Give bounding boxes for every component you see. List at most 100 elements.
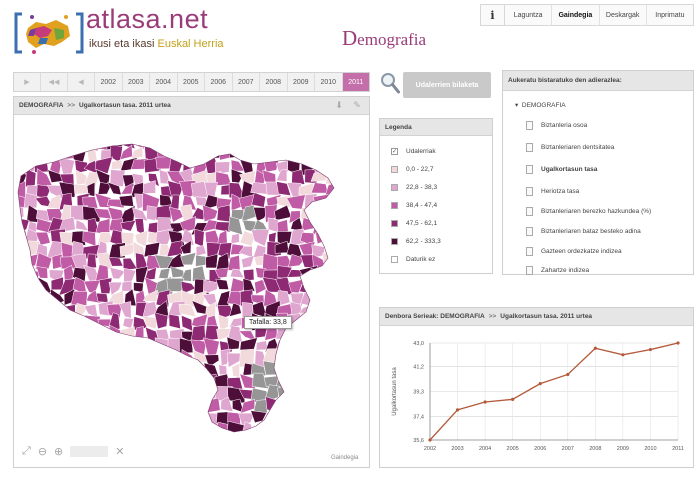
year-tab-2008[interactable]: 2008 bbox=[260, 73, 288, 91]
municipality-shape[interactable] bbox=[14, 396, 27, 415]
municipality-shape[interactable] bbox=[148, 434, 161, 451]
municipality-shape[interactable] bbox=[58, 399, 74, 415]
municipality-shape[interactable] bbox=[288, 422, 305, 438]
municipality-shape[interactable] bbox=[214, 161, 230, 175]
municipality-shape[interactable] bbox=[74, 374, 90, 389]
municipality-shape[interactable] bbox=[130, 398, 147, 414]
municipality-search-button[interactable]: Udalerrien bilaketa bbox=[403, 72, 491, 98]
municipality-shape[interactable] bbox=[311, 421, 328, 437]
municipality-shape[interactable] bbox=[14, 206, 24, 222]
municipality-shape[interactable] bbox=[170, 435, 183, 449]
municipality-shape[interactable] bbox=[178, 144, 196, 160]
municipality-shape[interactable] bbox=[121, 386, 137, 404]
municipality-shape[interactable] bbox=[300, 436, 313, 449]
municipality-shape[interactable] bbox=[170, 144, 182, 162]
municipality-shape[interactable] bbox=[60, 384, 75, 401]
municipality-shape[interactable] bbox=[130, 158, 148, 170]
municipality-shape[interactable] bbox=[70, 291, 88, 306]
municipality-shape[interactable] bbox=[286, 353, 305, 368]
municipality-shape[interactable] bbox=[15, 244, 28, 258]
municipality-shape[interactable] bbox=[218, 146, 232, 161]
municipality-shape[interactable] bbox=[238, 412, 255, 427]
municipality-shape[interactable] bbox=[280, 434, 288, 445]
municipality-shape[interactable] bbox=[14, 302, 29, 319]
municipality-shape[interactable] bbox=[118, 410, 137, 428]
municipality-shape[interactable] bbox=[216, 204, 231, 223]
municipality-shape[interactable] bbox=[34, 293, 54, 305]
municipality-shape[interactable] bbox=[180, 252, 197, 266]
municipality-shape[interactable] bbox=[130, 146, 144, 159]
municipality-shape[interactable] bbox=[161, 434, 173, 450]
municipality-shape[interactable] bbox=[230, 135, 244, 150]
municipality-shape[interactable] bbox=[327, 300, 339, 317]
municipality-shape[interactable] bbox=[180, 412, 196, 427]
municipality-shape[interactable] bbox=[135, 266, 149, 284]
municipality-shape[interactable] bbox=[204, 325, 219, 341]
municipality-shape[interactable] bbox=[97, 396, 110, 412]
municipality-shape[interactable] bbox=[46, 338, 62, 354]
municipality-shape[interactable] bbox=[72, 348, 89, 366]
municipality-shape[interactable] bbox=[338, 317, 354, 330]
municipality-shape[interactable] bbox=[322, 313, 336, 330]
municipality-shape[interactable] bbox=[98, 277, 113, 294]
municipality-shape[interactable] bbox=[322, 277, 339, 292]
year-tab-2007[interactable]: 2007 bbox=[233, 73, 260, 91]
municipality-shape[interactable] bbox=[301, 326, 317, 341]
municipality-shape[interactable] bbox=[25, 384, 41, 403]
municipality-shape[interactable] bbox=[35, 209, 51, 222]
municipality-shape[interactable] bbox=[16, 252, 28, 270]
indicator-item[interactable]: Gazteen ordezkatze indizea bbox=[526, 247, 622, 256]
municipality-shape[interactable] bbox=[158, 372, 171, 390]
municipality-shape[interactable] bbox=[336, 293, 352, 303]
municipality-shape[interactable] bbox=[232, 435, 241, 449]
year-tab-2004[interactable]: 2004 bbox=[150, 73, 178, 91]
municipality-shape[interactable] bbox=[143, 365, 162, 378]
choropleth-map[interactable] bbox=[14, 116, 369, 467]
municipality-shape[interactable] bbox=[300, 385, 316, 401]
municipality-shape[interactable] bbox=[262, 360, 279, 376]
municipality-shape[interactable] bbox=[14, 337, 30, 352]
municipality-shape[interactable] bbox=[166, 240, 183, 258]
prev-year-icon[interactable]: ◀ bbox=[68, 73, 95, 91]
municipality-shape[interactable] bbox=[14, 291, 29, 306]
municipality-shape[interactable] bbox=[169, 194, 180, 210]
municipality-shape[interactable] bbox=[97, 182, 112, 195]
municipality-shape[interactable] bbox=[324, 396, 341, 414]
municipality-shape[interactable] bbox=[142, 180, 156, 194]
municipality-shape[interactable] bbox=[315, 315, 330, 331]
municipality-shape[interactable] bbox=[303, 424, 317, 437]
municipality-shape[interactable] bbox=[166, 396, 182, 415]
municipality-shape[interactable] bbox=[323, 361, 340, 375]
info-icon[interactable]: i bbox=[481, 5, 505, 25]
municipality-shape[interactable] bbox=[286, 396, 304, 416]
municipality-shape[interactable] bbox=[180, 433, 197, 450]
municipality-shape[interactable] bbox=[39, 352, 54, 365]
municipality-shape[interactable] bbox=[86, 144, 98, 163]
municipality-shape[interactable] bbox=[14, 324, 30, 343]
municipality-shape[interactable] bbox=[70, 312, 87, 331]
municipality-shape[interactable] bbox=[130, 425, 147, 436]
municipality-shape[interactable] bbox=[275, 147, 294, 162]
municipality-shape[interactable] bbox=[95, 387, 111, 403]
municipality-shape[interactable] bbox=[315, 231, 328, 245]
municipality-shape[interactable] bbox=[276, 219, 289, 235]
municipality-shape[interactable] bbox=[335, 159, 353, 171]
municipality-shape[interactable] bbox=[314, 289, 326, 306]
municipality-shape[interactable] bbox=[289, 228, 305, 247]
municipality-shape[interactable] bbox=[59, 374, 78, 388]
map-municipalities[interactable] bbox=[14, 133, 353, 452]
municipality-shape[interactable] bbox=[47, 327, 61, 343]
municipality-shape[interactable] bbox=[48, 144, 61, 163]
municipality-shape[interactable] bbox=[14, 349, 28, 367]
indicator-item[interactable]: Biztanleriaren berezko hazkundea (%) bbox=[526, 207, 651, 216]
municipality-shape[interactable] bbox=[14, 312, 28, 331]
municipality-shape[interactable] bbox=[96, 292, 109, 303]
municipality-shape[interactable] bbox=[46, 351, 63, 367]
indicator-item-selected[interactable]: Ugalkortasun tasa bbox=[526, 165, 597, 174]
municipality-shape[interactable] bbox=[301, 149, 318, 159]
municipality-shape[interactable] bbox=[25, 397, 40, 415]
municipality-shape[interactable] bbox=[39, 361, 53, 376]
municipality-shape[interactable] bbox=[118, 195, 134, 207]
municipality-shape[interactable] bbox=[123, 267, 137, 283]
municipality-shape[interactable] bbox=[180, 240, 192, 255]
